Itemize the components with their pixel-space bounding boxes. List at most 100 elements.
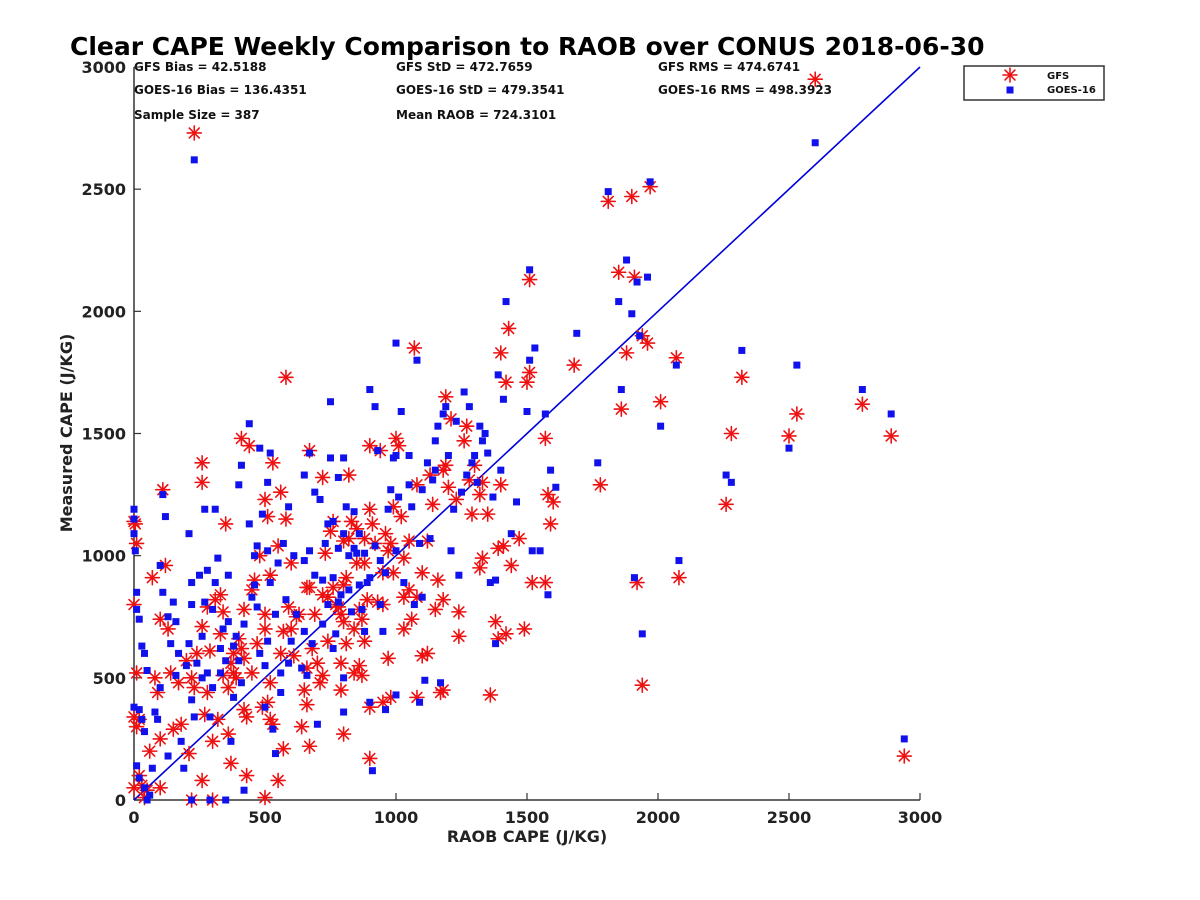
goes16-point: [395, 493, 403, 501]
gfs-point: [306, 606, 323, 623]
gfs-point: [325, 579, 341, 596]
goes16-point: [646, 178, 654, 186]
goes16-point: [387, 486, 395, 494]
goes16-point: [397, 408, 405, 416]
goes16-point: [547, 466, 555, 474]
gfs-point: [361, 437, 378, 454]
goes16-point: [793, 361, 801, 369]
gfs-point: [220, 679, 237, 696]
gfs-point: [241, 437, 258, 454]
gfs-point: [521, 364, 538, 381]
gfs-point: [309, 655, 326, 671]
goes16-point: [450, 505, 458, 513]
gfs-point: [354, 667, 370, 684]
goes16-point: [329, 574, 337, 582]
gfs-point: [165, 721, 182, 737]
gfs-point: [430, 572, 446, 588]
gfs-point: [257, 789, 273, 806]
goes16-point: [340, 674, 348, 682]
goes16-point: [507, 530, 515, 538]
goes16-point: [269, 725, 277, 733]
gfs-point: [456, 433, 472, 449]
gfs-point: [440, 479, 457, 496]
goes16-point: [523, 408, 531, 416]
gfs-point: [346, 621, 362, 637]
goes16-point: [300, 557, 308, 565]
goes16-point: [154, 715, 162, 723]
goes16-point: [164, 752, 172, 760]
gfs-point: [356, 530, 373, 547]
gfs-point: [435, 591, 451, 608]
goes16-point: [481, 430, 489, 437]
gfs-point: [244, 665, 260, 681]
gfs-point: [215, 604, 231, 620]
gfs-point: [437, 457, 454, 474]
goes16-point: [552, 483, 560, 491]
goes16-point: [131, 547, 139, 555]
x-tick-label: 500: [248, 808, 281, 827]
gfs-point: [382, 535, 399, 552]
goes16-point: [494, 371, 502, 379]
gfs-point: [189, 645, 205, 662]
goes16-point: [287, 637, 295, 645]
goes16-point: [159, 588, 167, 596]
goes16-point: [340, 530, 348, 538]
goes16-point: [408, 503, 416, 511]
gfs-point: [524, 574, 541, 591]
goes16-point: [201, 505, 209, 513]
gfs-point: [212, 586, 229, 603]
gfs-point: [236, 601, 252, 618]
goes16-point: [180, 764, 188, 772]
gfs-point: [194, 772, 210, 789]
gfs-point: [652, 393, 669, 410]
gfs-point: [472, 560, 488, 576]
goes16-point: [392, 451, 400, 459]
goes16-point: [274, 559, 282, 567]
goes16-point: [216, 669, 224, 677]
gfs-point: [183, 670, 200, 686]
goes16-point: [374, 447, 382, 455]
goes16-point: [230, 693, 238, 701]
y-tick-label: 1500: [81, 425, 126, 444]
gfs-point: [348, 555, 365, 571]
goes16-point: [266, 449, 274, 457]
goes16-point: [253, 603, 261, 611]
plot-area: 0 500 1000 1500 2000 2500 3000 0 500 1000 1500 2000…: [81, 58, 942, 827]
goes16-point: [657, 422, 665, 430]
gfs-point: [272, 645, 289, 662]
goes16-point: [363, 579, 371, 587]
goes16-point: [442, 403, 450, 411]
gfs-point: [335, 613, 352, 630]
goes16-point: [198, 674, 206, 682]
goes16-point: [675, 557, 683, 565]
stat-text: GOES-16 Bias = 136.4351: [134, 83, 307, 97]
goes16-point: [484, 449, 492, 457]
goes16-point: [311, 571, 319, 579]
goes16-point: [311, 488, 319, 496]
gfs-point: [299, 696, 315, 713]
goes16-point: [143, 796, 151, 804]
goes16-point: [437, 679, 445, 687]
goes16-point: [536, 547, 544, 555]
goes16-point: [638, 630, 646, 638]
gfs-point: [542, 516, 559, 532]
gfs-point: [283, 555, 300, 571]
goes16-point: [444, 451, 452, 459]
goes16-point: [130, 505, 138, 513]
goes16-point: [185, 530, 193, 538]
goes16-point: [355, 581, 363, 589]
gfs-point: [341, 530, 357, 547]
goes16-point: [887, 410, 895, 418]
gfs-point: [220, 726, 237, 742]
goes16-point: [350, 508, 358, 516]
gfs-point: [396, 589, 412, 606]
legend-box: [963, 65, 1105, 101]
reference-line-layer: [133, 66, 921, 801]
goes16-point: [376, 557, 384, 565]
y-tick-label: 3000: [81, 58, 126, 77]
goes16-point: [492, 640, 500, 648]
x-tick-label: 1000: [374, 808, 419, 827]
gfs-point: [199, 684, 216, 701]
goes16-point: [261, 662, 269, 670]
goes16-point: [175, 649, 183, 657]
